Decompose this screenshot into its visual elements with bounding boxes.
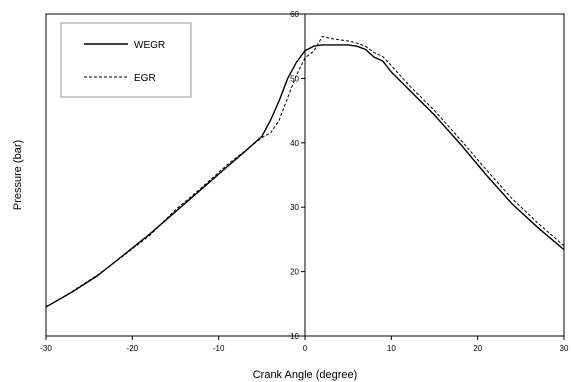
y-tick-label-1: 20 bbox=[290, 268, 299, 277]
series-line-egr bbox=[45, 36, 565, 308]
x-tick-label-3: 0 bbox=[303, 344, 308, 353]
legend-label-wegr: WEGR bbox=[134, 40, 165, 51]
x-tick-label-0: -30 bbox=[40, 344, 52, 353]
series-layer bbox=[45, 36, 565, 308]
x-tick-label-1: -20 bbox=[127, 344, 139, 353]
legend-label-egr: EGR bbox=[134, 73, 156, 84]
series-line-wegr bbox=[45, 44, 565, 308]
legend: WEGR EGR bbox=[60, 22, 192, 98]
x-tick-label-5: 20 bbox=[473, 344, 482, 353]
x-tick-label-6: 30 bbox=[560, 344, 569, 353]
y-tick-label-0: 10 bbox=[290, 332, 299, 341]
legend-box bbox=[60, 22, 192, 98]
x-tick-group: -30 -20 -10 0 10 20 30 bbox=[40, 336, 569, 353]
y-tick-group: 10 20 30 40 50 60 bbox=[290, 10, 305, 341]
y-tick-label-4: 50 bbox=[290, 74, 299, 83]
x-axis-title: Crank Angle (degree) bbox=[253, 369, 358, 381]
y-axis-title: Pressure (bar) bbox=[12, 140, 24, 210]
x-tick-label-2: -10 bbox=[213, 344, 225, 353]
x-tick-label-4: 10 bbox=[387, 344, 396, 353]
y-tick-label-3: 40 bbox=[290, 139, 299, 148]
y-tick-label-2: 30 bbox=[290, 203, 299, 212]
y-tick-label-5: 60 bbox=[290, 10, 299, 19]
